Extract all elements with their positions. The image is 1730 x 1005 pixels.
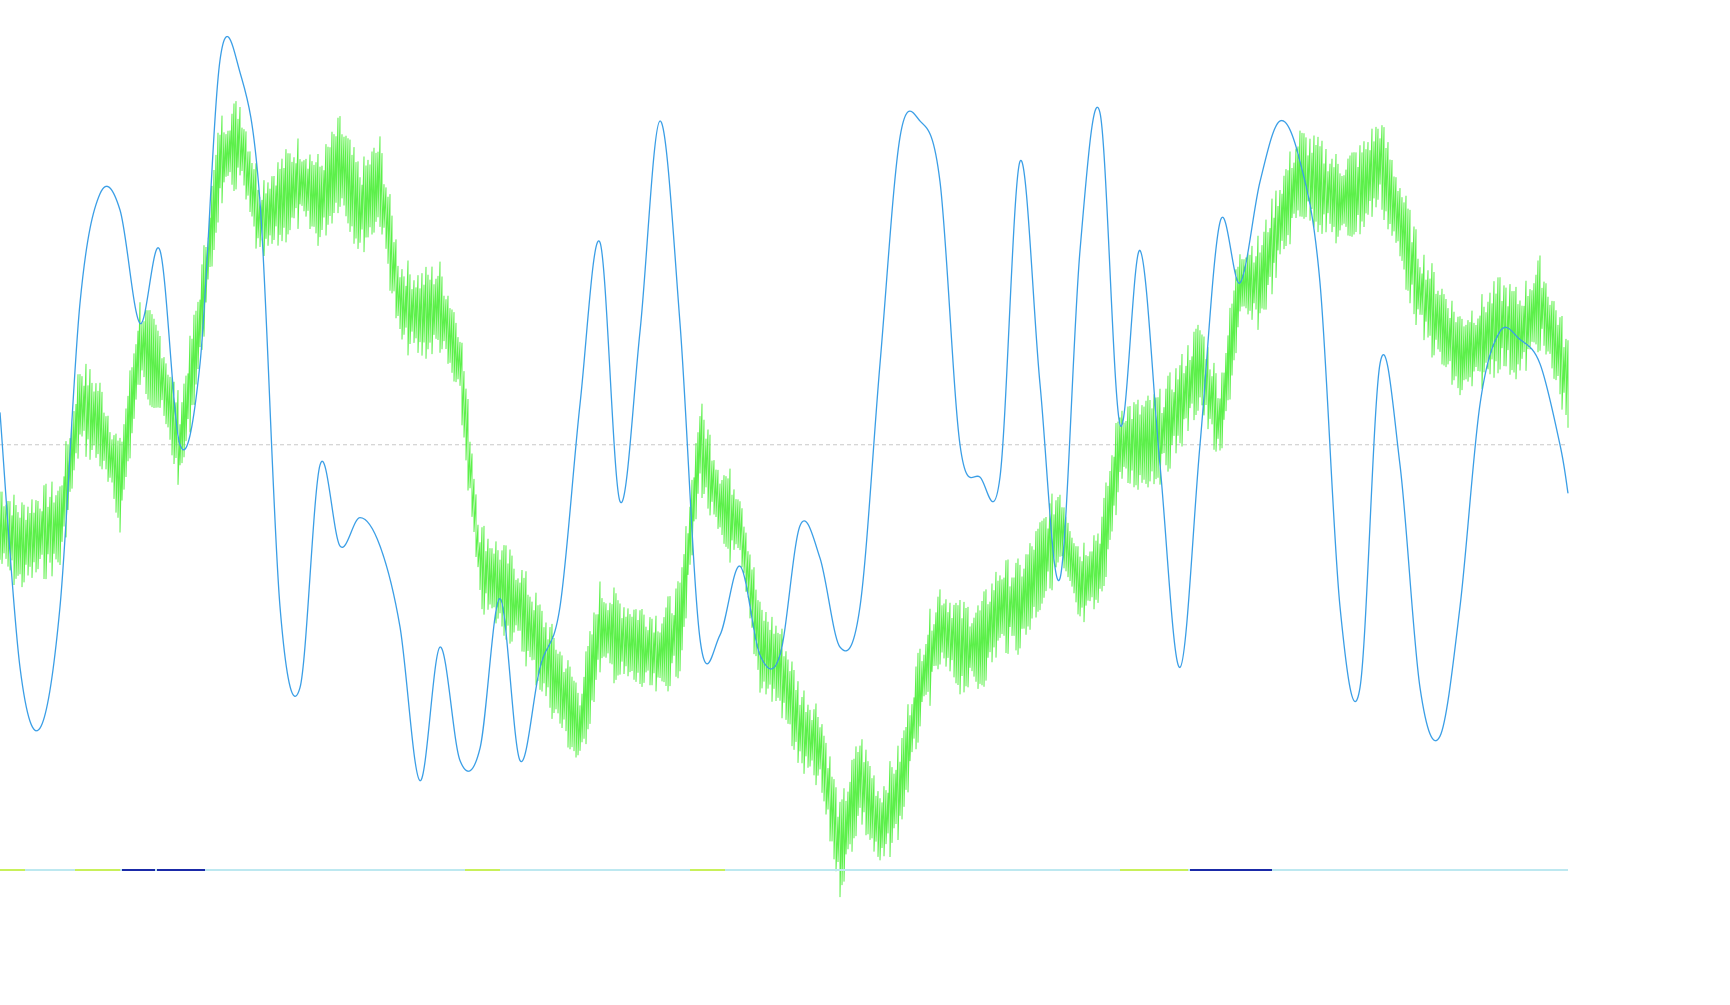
oscillator-series-layer	[0, 35, 1569, 782]
oscillator-series-line	[0, 35, 1569, 782]
